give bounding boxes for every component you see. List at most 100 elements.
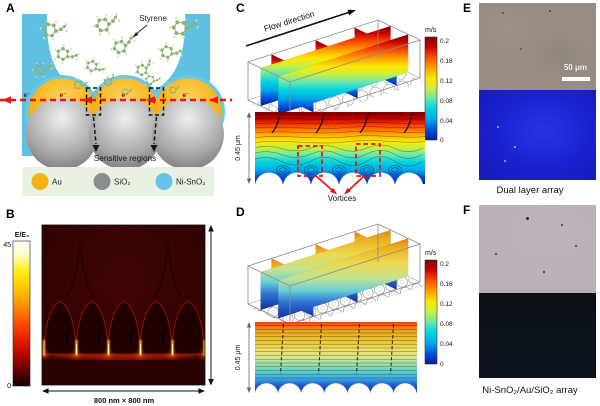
sio2-spheres [26,98,224,170]
panel-b-field-simulation: E/E₀ 45 0 [3,224,214,405]
panel-d-label: D [236,205,245,219]
fluorescence-image [479,293,596,378]
optical-image: 50 μm [479,3,596,90]
panel-b-label: B [6,207,15,221]
optical-image [479,205,596,293]
scale-bar-label: 50 μm [563,63,587,72]
tick-label: 0.16 [440,281,453,288]
styrene-annotation: Styrene [132,14,167,38]
velocity-slices [260,229,409,319]
vortex-box [297,145,323,177]
height-label: 0.45 μm [235,135,242,161]
tick-label: 0.08 [440,321,453,328]
velocity-colorbar-title: m/s [425,27,437,34]
dimension-label: 800 nm × 800 nm [94,396,155,405]
electron-label: e⁻ [182,92,189,99]
panel-c-2d-plot: Vortices 0.45 μm [235,112,425,203]
flow-direction-label: Flow direction [263,9,316,34]
styrene-label: Styrene [139,14,167,23]
velocity-colorbar-title: m/s [425,250,437,257]
panel-d-2d-plot: 0.45 μm [235,322,417,393]
tick-label: 0.04 [440,118,453,125]
panel-c-3d-plot [246,19,424,124]
tick-label: 0.08 [440,98,453,105]
dark-traces [279,323,395,375]
panel-a-schematic: Styrene e⁻ e⁻ e⁻ e⁻ [0,12,232,196]
panel-e-micrograph: 50 μm [479,3,596,180]
dark-traces [271,112,413,134]
panel-e-label: E [463,1,472,15]
scale-bar [562,77,590,81]
sensitive-region-box [148,87,165,116]
fluorescence-image [479,90,596,180]
vortex-arrow [315,175,333,191]
sphere-domes [255,383,417,393]
legend-label-nisno2: Ni-SnO₂ [176,178,205,187]
hotspots [42,340,205,359]
panel-f: F Ni-SnO₂/Au/SiO₂ array [460,204,600,406]
flow-direction-annotation: Flow direction [245,9,356,47]
sensitive-region-markers: Sensitive regions [85,87,165,163]
panel-c-label: C [236,1,245,15]
legend-swatch-sio2 [93,173,111,190]
speck [560,224,563,227]
material-legend: Au SiO₂ Ni-SnO₂ [22,167,214,196]
electron-label: e⁻ [59,92,66,99]
sensitive-region-box [85,87,102,116]
speck [514,145,517,148]
panel-f-micrograph [479,205,596,378]
vortex-arrow [348,175,365,191]
flow-direction-arrowhead [347,9,356,16]
plasmonic-arches [43,300,205,355]
electron-arrowhead [2,96,11,104]
panel-c: C Flow [232,0,460,204]
tick-label: 0 [440,137,444,144]
tick-label: 0.2 [440,38,449,45]
panel-d: D [232,204,460,406]
tick-label: 0.04 [440,341,453,348]
field-colorbar-max: 45 [3,242,11,249]
panel-e: E 50 μm Dual layer array [460,0,600,204]
legend-label-au: Au [52,178,62,187]
electron-arrowhead [146,96,155,104]
streamlines [255,113,425,167]
tick-label: 0.12 [440,301,453,308]
tick-label: 0.2 [440,261,449,268]
legend-swatch-nisno2 [155,173,173,190]
speck [502,11,505,14]
sensitive-regions-label: Sensitive regions [94,154,156,163]
panel-a: A [0,0,232,204]
vortex-box [355,143,381,177]
electron-flow-line: e⁻ e⁻ e⁻ e⁻ [0,92,232,104]
panel-d-3d-plot [246,223,424,328]
legend-label-sio2: SiO₂ [114,178,130,187]
field-colorbar-min: 0 [7,383,11,390]
speck [549,9,552,12]
field-colorbar-title: E/E₀ [15,232,29,239]
tick-label: 0.16 [440,58,453,65]
tick-label: 0.12 [440,78,453,85]
speck [496,126,499,128]
electron-label: e⁻ [121,92,128,99]
panel-a-label: A [6,1,15,15]
speck [525,217,529,221]
electron-arrowhead [209,96,218,104]
panel-e-caption: Dual layer array [496,185,564,196]
field-colorbar: E/E₀ 45 0 [3,232,31,390]
speck [574,244,577,247]
velocity-colorbar: m/s 0.2 0.16 0.12 0.08 0.04 0 [424,250,453,368]
vortices-label: Vortices [328,194,356,203]
legend-swatch-au [31,173,49,190]
velocity-colorbar: m/s 0.2 0.16 0.12 0.08 0.04 0 [424,27,453,144]
panel-f-label: F [463,203,471,217]
panel-b: B E/E₀ 45 [0,204,232,406]
field-map [42,225,205,385]
height-label: 0.45 μm [235,345,242,371]
panel-d-flow-simulation: m/s 0.2 0.16 0.12 0.08 0.04 0 [235,223,453,393]
field-map-border [41,224,206,386]
tick-label: 0 [440,361,444,368]
electron-arrowhead [83,96,92,104]
styrene-arrowhead [132,32,139,38]
speck [503,160,506,163]
